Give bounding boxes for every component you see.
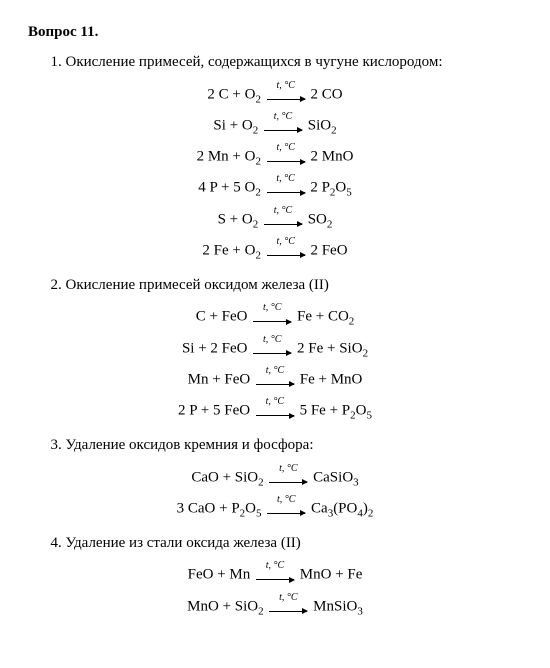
lhs: FeO + Mn: [188, 567, 251, 583]
equation: CaO + SiO2 t, °C CaSiO3: [28, 464, 522, 492]
arrow-icon: t, °C: [256, 366, 294, 394]
equation: C + FeO t, °C Fe + CO2: [28, 303, 522, 331]
rhs: 2 FeO: [310, 242, 347, 258]
rhs: SO: [308, 211, 327, 227]
equation-block-4: FeO + Mn t, °C MnO + Fe MnO + SiO2 t, °C…: [28, 561, 522, 621]
lhs: 3 CaO + P: [177, 500, 240, 516]
rhs: 2 P: [310, 180, 330, 196]
equation: Mn + FeO t, °C Fe + MnO: [28, 366, 522, 394]
arrow-icon: t, °C: [256, 397, 294, 425]
question-title: Вопрос 11.: [28, 22, 522, 42]
section-4-text: 4. Удаление из стали оксида железа (II): [28, 533, 522, 553]
rhs: Ca: [311, 500, 328, 516]
rhs: Fe + MnO: [300, 371, 363, 387]
lhs: 2 C + O: [207, 86, 255, 102]
rhs: 5 Fe + P: [300, 403, 351, 419]
arrow-icon: t, °C: [253, 303, 291, 331]
rhs: CaSiO: [313, 469, 353, 485]
lhs: CaO + SiO: [191, 469, 258, 485]
section-2-text: 2. Окисление примесей оксидом железа (II…: [28, 275, 522, 295]
equation: 2 Fe + O2 t, °C 2 FeO: [28, 237, 522, 265]
rhs: 2 CO: [310, 86, 342, 102]
arrow-icon: t, °C: [264, 206, 302, 234]
arrow-icon: t, °C: [267, 174, 305, 202]
arrow-icon: t, °C: [269, 464, 307, 492]
lhs: 2 Mn + O: [197, 149, 256, 165]
arrow-icon: t, °C: [269, 593, 307, 621]
lhs: 4 P + 5 O: [198, 180, 255, 196]
equation: MnO + SiO2 t, °C MnSiO3: [28, 593, 522, 621]
lhs: C + FeO: [196, 309, 248, 325]
equation: 3 CaO + P2O5 t, °C Ca3(PO4)2: [28, 495, 522, 523]
arrow-icon: t, °C: [267, 143, 305, 171]
equation: Si + 2 FeO t, °C 2 Fe + SiO2: [28, 335, 522, 363]
arrow-icon: t, °C: [253, 335, 291, 363]
arrow-icon: t, °C: [267, 495, 305, 523]
equation: 2 P + 5 FeO t, °C 5 Fe + P2O5: [28, 397, 522, 425]
arrow-icon: t, °C: [267, 237, 305, 265]
arrow-icon: t, °C: [267, 81, 305, 109]
rhs: SiO: [308, 117, 331, 133]
arrow-icon: t, °C: [264, 112, 302, 140]
equation-block-1: 2 C + O2 t, °C 2 CO Si + O2 t, °C SiO2 2…: [28, 81, 522, 266]
rhs: Fe + CO: [297, 309, 349, 325]
lhs: Si + O: [213, 117, 252, 133]
rhs: 2 MnO: [310, 149, 353, 165]
equation: 2 C + O2 t, °C 2 CO: [28, 81, 522, 109]
section-1-text: 1. Окисление примесей, содержащихся в чу…: [28, 52, 522, 72]
equation-block-2: C + FeO t, °C Fe + CO2 Si + 2 FeO t, °C …: [28, 303, 522, 425]
equation: S + O2 t, °C SO2: [28, 206, 522, 234]
arrow-icon: t, °C: [256, 561, 294, 589]
lhs: MnO + SiO: [187, 598, 258, 614]
lhs: S + O: [218, 211, 253, 227]
lhs: Si + 2 FeO: [182, 340, 248, 356]
lhs: 2 P + 5 FeO: [178, 403, 250, 419]
equation-block-3: CaO + SiO2 t, °C CaSiO3 3 CaO + P2O5 t, …: [28, 464, 522, 524]
lhs: Mn + FeO: [188, 371, 251, 387]
lhs: 2 Fe + O: [202, 242, 255, 258]
rhs: 2 Fe + SiO: [297, 340, 363, 356]
equation: 2 Mn + O2 t, °C 2 MnO: [28, 143, 522, 171]
equation: FeO + Mn t, °C MnO + Fe: [28, 561, 522, 589]
rhs: MnSiO: [313, 598, 357, 614]
section-3-text: 3. Удаление оксидов кремния и фосфора:: [28, 435, 522, 455]
rhs: MnO + Fe: [300, 567, 363, 583]
equation: 4 P + 5 O2 t, °C 2 P2O5: [28, 174, 522, 202]
equation: Si + O2 t, °C SiO2: [28, 112, 522, 140]
